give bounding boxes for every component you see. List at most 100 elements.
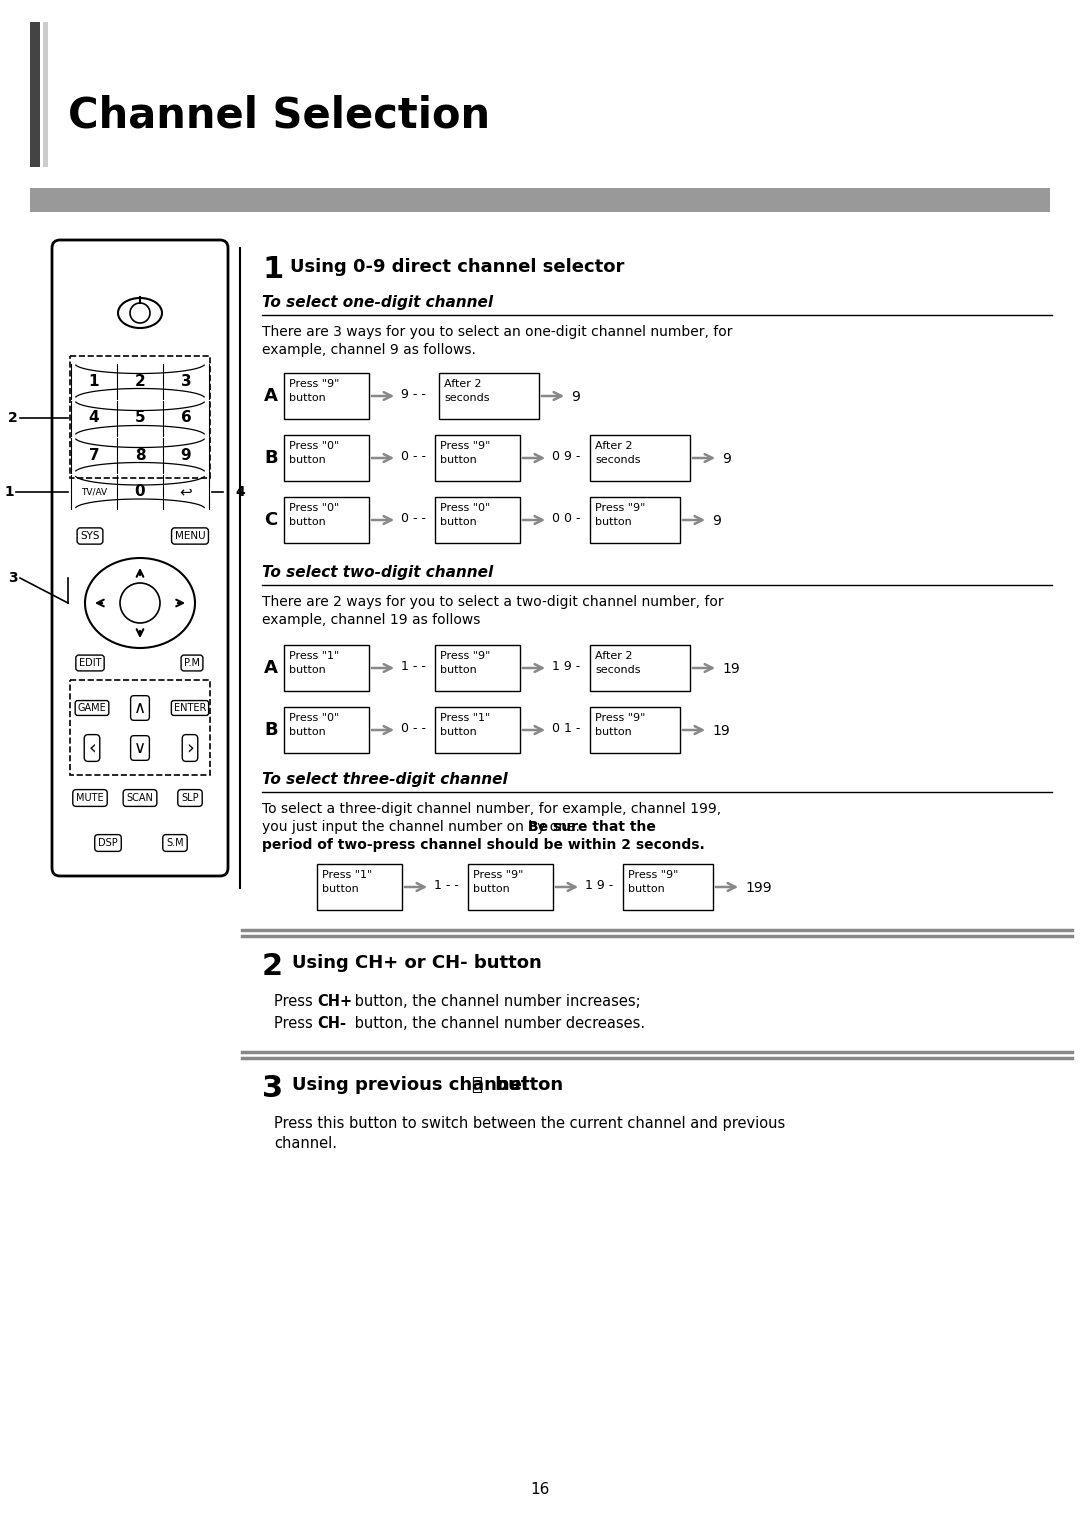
Text: 4: 4 bbox=[235, 486, 245, 499]
Bar bbox=[435, 707, 519, 753]
Text: 1 9 -: 1 9 - bbox=[585, 880, 613, 892]
Text: 1, 1: 1, 1 bbox=[0, 486, 15, 499]
Text: button: button bbox=[440, 664, 476, 675]
Text: ›: › bbox=[186, 739, 194, 757]
Text: 8: 8 bbox=[135, 447, 146, 463]
Text: ↩: ↩ bbox=[179, 484, 192, 499]
Text: button: button bbox=[289, 727, 326, 738]
Bar bbox=[435, 644, 519, 692]
Text: you just input the channel number on by one.: you just input the channel number on by … bbox=[262, 820, 584, 834]
Text: Press "9": Press "9" bbox=[627, 870, 678, 880]
Bar bbox=[30, 188, 1050, 212]
Bar bbox=[590, 707, 680, 753]
Text: Using 0-9 direct channel selector: Using 0-9 direct channel selector bbox=[291, 258, 624, 276]
Text: S.M: S.M bbox=[166, 838, 184, 847]
Text: 0 9 -: 0 9 - bbox=[552, 450, 580, 463]
Text: 9: 9 bbox=[180, 447, 191, 463]
Text: MUTE: MUTE bbox=[77, 793, 104, 803]
Text: To select two-digit channel: To select two-digit channel bbox=[262, 565, 494, 580]
Text: 9: 9 bbox=[712, 515, 720, 528]
Text: Press: Press bbox=[274, 1015, 318, 1031]
Text: 7: 7 bbox=[89, 447, 99, 463]
Text: button: button bbox=[595, 518, 632, 527]
Text: button: button bbox=[489, 1077, 564, 1093]
Bar bbox=[284, 707, 369, 753]
Text: Press "0": Press "0" bbox=[289, 441, 339, 450]
Text: To select three-digit channel: To select three-digit channel bbox=[262, 773, 508, 786]
Text: GAME: GAME bbox=[78, 702, 106, 713]
Text: Press "1": Press "1" bbox=[322, 870, 373, 880]
Text: SLP: SLP bbox=[181, 793, 199, 803]
Text: Press "9": Press "9" bbox=[440, 651, 490, 661]
Text: 3: 3 bbox=[9, 571, 18, 585]
Text: ‹: ‹ bbox=[89, 739, 96, 757]
Text: B: B bbox=[264, 449, 278, 467]
Text: There are 2 ways for you to select a two-digit channel number, for: There are 2 ways for you to select a two… bbox=[262, 596, 724, 609]
Text: Press "0": Press "0" bbox=[440, 502, 490, 513]
Text: Press this button to switch between the current channel and previous: Press this button to switch between the … bbox=[274, 1116, 785, 1132]
Text: Press "1": Press "1" bbox=[289, 651, 339, 661]
Text: DSP: DSP bbox=[98, 838, 118, 847]
Text: Press "9": Press "9" bbox=[440, 441, 490, 450]
Text: Press "9": Press "9" bbox=[595, 502, 646, 513]
Bar bbox=[284, 644, 369, 692]
Text: button: button bbox=[289, 518, 326, 527]
Text: 19: 19 bbox=[723, 663, 740, 676]
Bar bbox=[318, 864, 402, 910]
Text: button: button bbox=[595, 727, 632, 738]
Text: To select one-digit channel: To select one-digit channel bbox=[262, 295, 494, 310]
Text: 0 1 -: 0 1 - bbox=[552, 722, 580, 734]
Bar bbox=[284, 435, 369, 481]
Text: A: A bbox=[264, 660, 278, 676]
Text: button: button bbox=[440, 455, 476, 466]
Bar bbox=[438, 373, 539, 418]
Text: Using previous channel: Using previous channel bbox=[292, 1077, 535, 1093]
Text: Press "0": Press "0" bbox=[289, 502, 339, 513]
Text: EDIT: EDIT bbox=[79, 658, 102, 667]
Bar bbox=[590, 496, 680, 544]
Text: button: button bbox=[440, 727, 476, 738]
Bar bbox=[284, 373, 369, 418]
Text: button: button bbox=[627, 884, 665, 893]
Text: Using CH+ or CH- button: Using CH+ or CH- button bbox=[292, 954, 542, 973]
Text: 4: 4 bbox=[89, 411, 99, 426]
Text: button: button bbox=[440, 518, 476, 527]
Text: TV/AV: TV/AV bbox=[81, 487, 107, 496]
Text: button: button bbox=[289, 664, 326, 675]
Text: seconds: seconds bbox=[444, 392, 489, 403]
Text: 3: 3 bbox=[262, 1073, 283, 1102]
Text: Press "0": Press "0" bbox=[289, 713, 339, 722]
Bar bbox=[435, 435, 519, 481]
Text: Press "9": Press "9" bbox=[289, 379, 339, 389]
Text: 0 - -: 0 - - bbox=[401, 512, 426, 525]
Text: Channel Selection: Channel Selection bbox=[68, 95, 490, 136]
Bar bbox=[435, 496, 519, 544]
Text: 19: 19 bbox=[712, 724, 730, 738]
Text: 2: 2 bbox=[135, 374, 146, 388]
Text: 0 - -: 0 - - bbox=[401, 450, 426, 463]
Text: 9: 9 bbox=[571, 389, 580, 405]
FancyBboxPatch shape bbox=[52, 240, 228, 876]
Text: button, the channel number decreases.: button, the channel number decreases. bbox=[350, 1015, 645, 1031]
Text: Press "9": Press "9" bbox=[473, 870, 524, 880]
Text: 9 - -: 9 - - bbox=[401, 388, 426, 402]
Text: CH-: CH- bbox=[318, 1015, 346, 1031]
Text: After 2: After 2 bbox=[444, 379, 482, 389]
Text: 199: 199 bbox=[745, 881, 771, 895]
Text: 1 - -: 1 - - bbox=[401, 660, 426, 673]
Text: 3: 3 bbox=[180, 374, 191, 388]
Text: example, channel 19 as follows: example, channel 19 as follows bbox=[262, 612, 481, 628]
Text: 1: 1 bbox=[262, 255, 283, 284]
Text: ∧: ∧ bbox=[134, 699, 146, 718]
Text: button: button bbox=[289, 455, 326, 466]
Text: P.M: P.M bbox=[184, 658, 200, 667]
Text: button: button bbox=[322, 884, 359, 893]
Text: After 2: After 2 bbox=[595, 441, 633, 450]
Text: SCAN: SCAN bbox=[126, 793, 153, 803]
Text: ENTER: ENTER bbox=[174, 702, 206, 713]
Bar bbox=[623, 864, 713, 910]
Bar bbox=[70, 680, 210, 776]
Text: Press "9": Press "9" bbox=[595, 713, 646, 722]
Text: seconds: seconds bbox=[595, 664, 640, 675]
Text: Ⓢ: Ⓢ bbox=[471, 1077, 482, 1093]
